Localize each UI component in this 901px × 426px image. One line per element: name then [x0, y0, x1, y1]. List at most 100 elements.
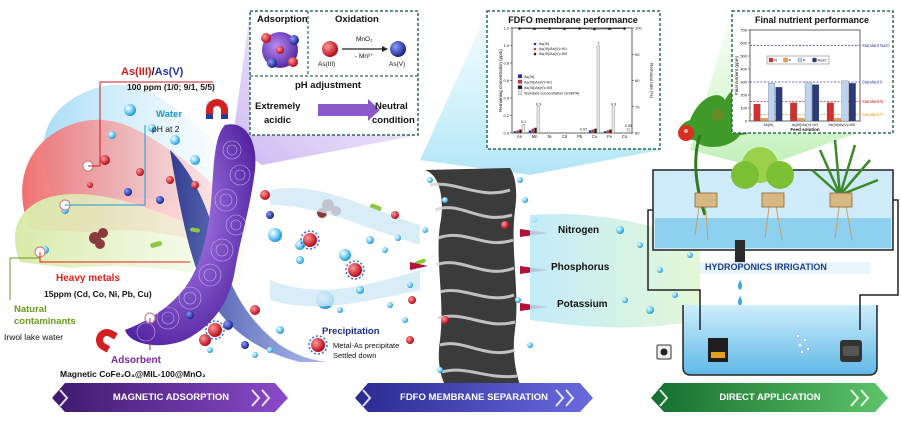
as5-inset-label: As(V) — [389, 61, 406, 68]
fdfo-value-label: 1 — [597, 41, 599, 45]
fdfo-bar-2 — [519, 129, 522, 133]
acidic-label: acidic — [264, 115, 291, 126]
nutrient-chart-title: Final nutrient performance — [755, 15, 869, 25]
heavy-metals-concentration: 15ppm (Cd, Co, Ni, Pb, Cu) — [44, 289, 152, 299]
nutrient-ytick-label: 700 — [740, 28, 747, 33]
fdfo-legend-top-label: As(III)/As(V)=5/5 — [539, 52, 567, 56]
fdfo-legend-top-marker — [533, 42, 537, 46]
contaminants-label: contaminants — [14, 316, 76, 327]
adsorption-heading: Adsorption — [257, 14, 308, 25]
nutrient-bar-1 — [760, 118, 768, 122]
nutrient-standard-label: Standard P — [862, 112, 883, 117]
heavy-metals-label: Heavy metals — [56, 273, 120, 284]
magnet-icon-lower — [96, 329, 118, 353]
nutrient-ytick-label: 200 — [740, 93, 747, 98]
as-separator: / — [151, 66, 155, 78]
fdfo-bar-1 — [606, 130, 609, 133]
fdfo-bar-2 — [534, 127, 537, 133]
mechanism-inset — [249, 10, 419, 136]
nutrient-bar-0 — [753, 103, 761, 122]
nutrient-legend-swatch — [797, 57, 803, 63]
fdfo-legend-bottom-swatch — [517, 74, 523, 79]
as3-ball — [322, 41, 338, 57]
fdfo-ytick-label: 0.0 — [503, 131, 509, 136]
fdfo-category-label: Mn — [532, 134, 538, 139]
arsenic-as5-particles — [124, 188, 274, 349]
fdfo-bar-0 — [528, 130, 532, 133]
fdfo-y2tick-label: 70 — [635, 104, 640, 109]
nutrient-ytick-label: 400 — [740, 67, 747, 72]
fdfo-category-label: Co — [622, 134, 628, 139]
nutrient-ytick-label: 500 — [740, 54, 747, 59]
fdfo-legend-bottom-label: As(III) — [524, 75, 535, 79]
mof-adsorption-illustration — [261, 32, 299, 68]
banner-direct-application — [651, 383, 888, 412]
nutrient-ytick-label: 0 — [745, 119, 748, 124]
air-stone-icon — [840, 340, 862, 362]
fdfo-value-label: 0.1 — [521, 120, 526, 124]
flow-stream-lower — [270, 270, 420, 307]
banner-direct-text: DIRECT APPLICATION — [719, 392, 821, 403]
nutrient-legend-label: N — [774, 58, 777, 63]
nutrient-bar-0 — [826, 102, 834, 122]
leader-lines — [9, 81, 213, 350]
tray-water — [655, 218, 891, 248]
power-outlet-socket — [660, 348, 668, 356]
mof-crystal-cluster — [136, 140, 251, 342]
nutrient-ylabel: Final nutrient (ppm) — [734, 55, 739, 95]
as-concentration: 100 ppm (1/0; 9/1, 5/5) — [127, 82, 215, 92]
fdfo-legend-bottom-label: Standard concentration (USEPA) — [524, 92, 580, 96]
fdfo-bar-3 — [596, 45, 600, 134]
nutrient-bar-2 — [841, 80, 849, 122]
precipitate-note-2: Settled down — [333, 351, 377, 360]
extremely-label: Extremely — [255, 101, 301, 112]
membrane-rejected-particles — [391, 211, 509, 344]
precipitation-label: Precipitation — [322, 326, 380, 337]
natural-contaminant-rods — [150, 203, 426, 266]
nutrient-bar-1 — [834, 118, 842, 122]
fdfo-value-label: 0.01 — [580, 128, 587, 132]
nutrient-category-label: As(III)/As(V)=5/5 — [828, 123, 855, 127]
nutrient-legend-label: NaCl — [818, 58, 827, 63]
fdfo-category-label: Pb — [577, 134, 583, 139]
fdfo-ytick-label: 0.8 — [503, 61, 509, 66]
nutrient-legend-swatch — [783, 57, 788, 63]
nutrient-bar-2 — [768, 83, 776, 122]
fdfo-bar-3 — [581, 131, 585, 134]
fdfo-legend-bottom-swatch — [517, 90, 523, 95]
nutrient-standard-label: Standard NaCl — [862, 43, 890, 48]
adsorbent-formula: Magnetic CoFe₂O₄@MIL-100@MnO₂ — [60, 369, 206, 379]
nutrient-category-label: As(III) — [764, 123, 774, 127]
water-label: Water — [156, 109, 183, 120]
hydroponics-label-panel — [700, 262, 870, 274]
fdfo-legend-top-marker — [533, 52, 537, 56]
fdfo-bar-2 — [609, 129, 612, 133]
condition-label: condition — [372, 115, 415, 126]
nitrogen-label: Nitrogen — [558, 225, 600, 236]
fdfo-bar-3 — [611, 106, 615, 134]
nutrient-legend-swatch — [768, 57, 774, 63]
adsorbed-particles — [205, 230, 365, 355]
fdfo-bar-0 — [603, 131, 607, 133]
fdfo-y2tick-label: 90 — [635, 52, 640, 57]
nutrient-ytick-label: 600 — [740, 41, 747, 46]
air-bubbles — [796, 334, 810, 354]
fdfo-bar-1 — [591, 129, 594, 133]
fdfo-ytick-label: 0.6 — [503, 78, 509, 83]
nutrient-bubbles — [616, 226, 693, 314]
plant-right — [811, 139, 879, 197]
fdfo-legend-bottom-label: As(III)/As(V)=5/5 — [524, 86, 552, 90]
precipitate-note-1: Metal-As precipitate — [333, 341, 400, 350]
nutrient-xlabel: Feed solution — [790, 127, 820, 132]
fdfo-bar-3 — [626, 128, 630, 134]
fdfo-legend-top-label: As(III) — [539, 42, 550, 46]
fdfo-bar-1 — [516, 130, 519, 133]
nutrient-bar-1 — [797, 118, 805, 122]
banner-magnetic-adsorption — [52, 383, 288, 412]
hydroponics-label: HYDROPONICS IRRIGATION — [705, 262, 827, 272]
as-title: As(III)/As(V) — [121, 66, 183, 78]
nutrient-bar-2 — [804, 81, 812, 122]
fdfo-legend-bottom-label: As(III)/As(V)=9/1 — [524, 81, 552, 85]
natural-label: Natural — [14, 304, 47, 315]
fdfo-bar-3 — [521, 124, 525, 134]
